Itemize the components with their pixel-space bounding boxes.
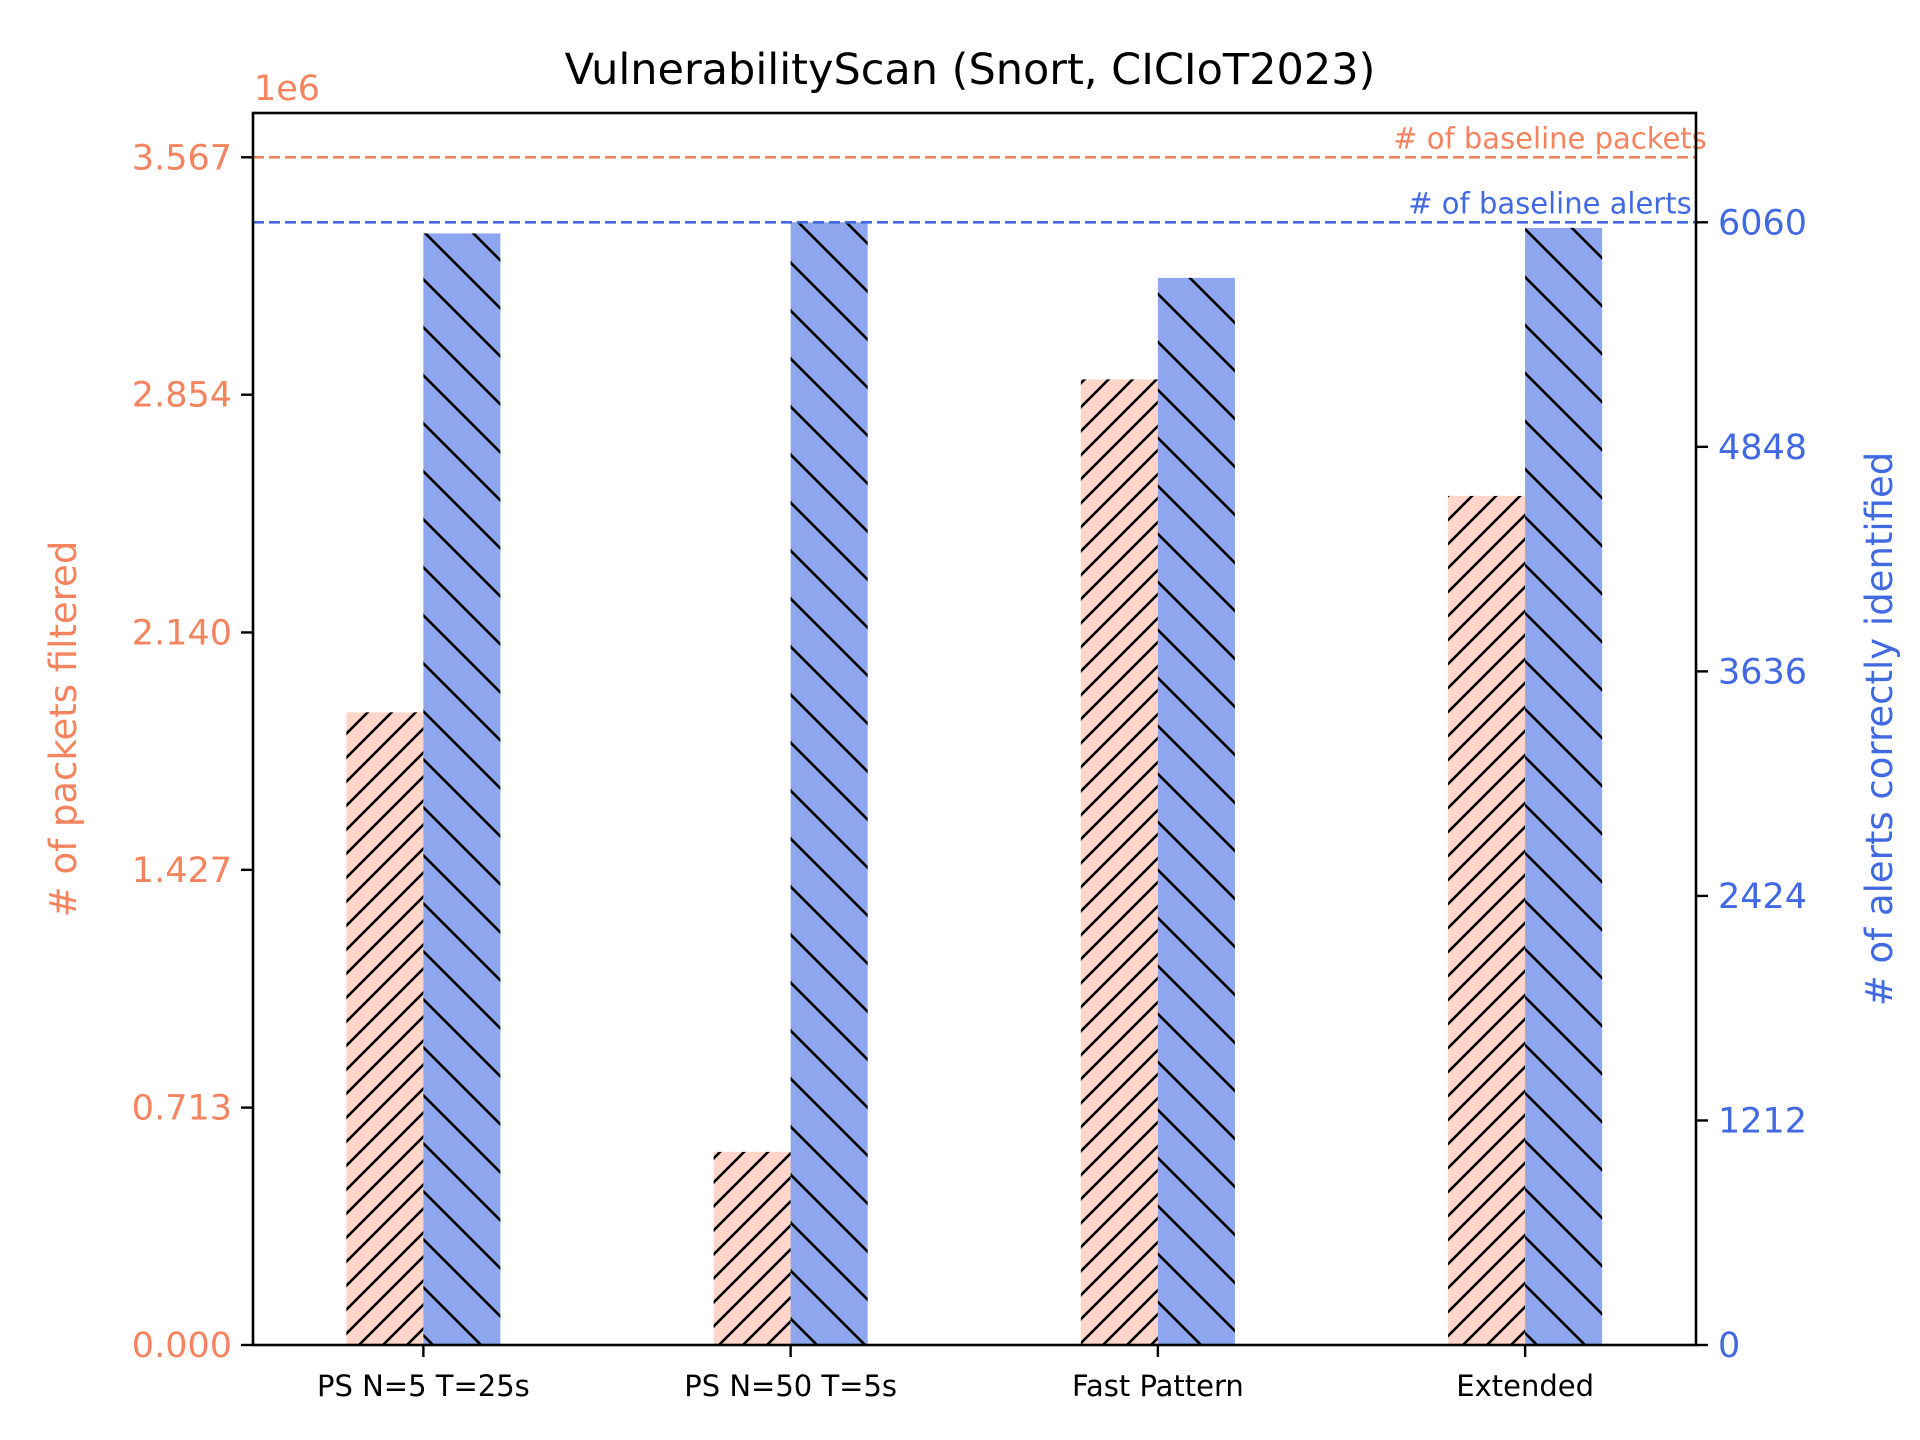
x-tick-label-3: Extended (1456, 1369, 1594, 1403)
bar-hatch-packets-1 (713, 1151, 791, 1345)
chart-title: VulnerabilityScan (Snort, CICIoT2023) (565, 45, 1376, 95)
left-tick-label-0: 0.000 (132, 1326, 232, 1366)
left-tick-label-1: 0.713 (132, 1089, 232, 1129)
right-axis-ticks: 0 1212 2424 3636 4848 6060 (1696, 203, 1807, 1366)
left-axis-ticks: 0.000 0.713 1.427 2.140 2.854 3.567 (132, 138, 253, 1366)
bar-hatch-alerts-1 (790, 222, 868, 1345)
left-tick-label-5: 3.567 (132, 138, 232, 178)
baseline-label-0: # of baseline packets (1393, 121, 1707, 155)
left-tick-label-2: 1.427 (132, 851, 232, 891)
right-tick-label-3: 3636 (1718, 652, 1807, 692)
bar-hatch-alerts-3 (1525, 227, 1603, 1345)
x-tick-label-0: PS N=5 T=25s (317, 1369, 530, 1403)
left-axis-scale-note: 1e6 (254, 69, 320, 109)
right-axis-label: # of alerts correctly identified (1858, 452, 1901, 1006)
bar-hatch-packets-0 (346, 712, 424, 1345)
bars (346, 222, 1603, 1346)
left-tick-label-4: 2.854 (132, 376, 232, 416)
plot-frame (251, 111, 1698, 1347)
bar-hatch-packets-2 (1080, 379, 1158, 1345)
left-tick-label-3: 2.140 (132, 613, 232, 653)
x-tick-label-2: Fast Pattern (1072, 1369, 1244, 1403)
bar-hatch-packets-3 (1448, 495, 1526, 1345)
bar-hatch-alerts-0 (423, 233, 501, 1346)
left-axis-label: # of packets filtered (42, 541, 85, 918)
right-tick-label-4: 4848 (1718, 428, 1807, 468)
bar-hatch-alerts-2 (1157, 277, 1235, 1345)
baselines: # of baseline packets # of baseline alert… (253, 121, 1707, 224)
x-axis-ticks: PS N=5 T=25s PS N=50 T=5s Fast Pattern Exte… (317, 1345, 1594, 1403)
right-tick-label-0: 0 (1718, 1326, 1740, 1366)
right-tick-label-1: 1212 (1718, 1101, 1807, 1141)
right-tick-label-5: 6060 (1718, 203, 1807, 243)
baseline-label-1: # of baseline alerts (1408, 186, 1691, 220)
right-tick-label-2: 2424 (1718, 877, 1807, 917)
x-tick-label-1: PS N=50 T=5s (684, 1369, 897, 1403)
